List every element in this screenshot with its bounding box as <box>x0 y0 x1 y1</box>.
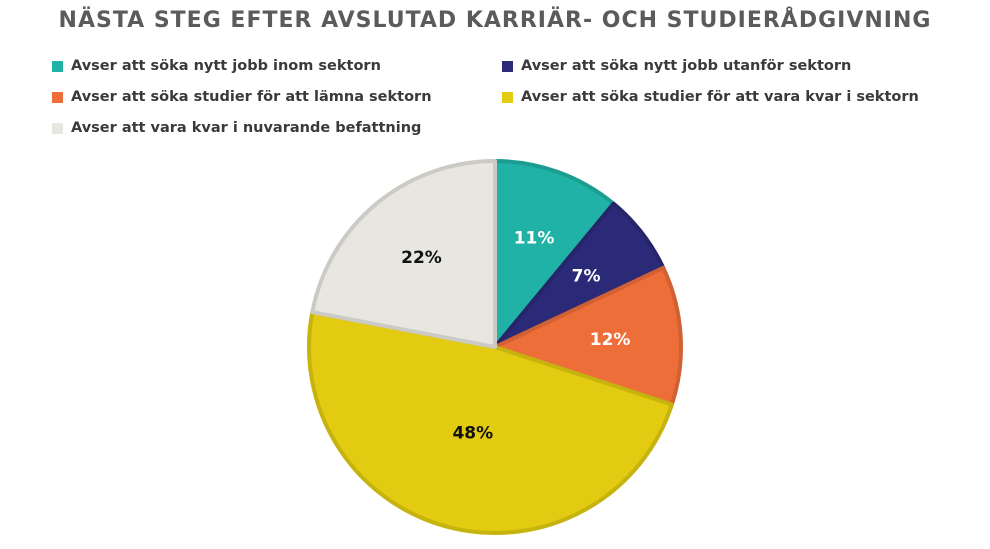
pie-slice <box>493 265 683 407</box>
legend-swatch <box>502 60 513 72</box>
legend-label: Avser att söka nytt jobb inom sektorn <box>71 58 381 74</box>
legend-label: Avser att söka studier för att lämna sek… <box>71 89 432 105</box>
slice-data-label: 11% <box>514 228 555 248</box>
legend-item-jobb-inom: Avser att söka nytt jobb inom sektorn <box>52 58 381 74</box>
legend-swatch <box>52 122 63 134</box>
legend-swatch <box>502 91 513 103</box>
legend-label: Avser att vara kvar i nuvarande befattni… <box>71 120 422 136</box>
pie-slice <box>307 310 674 535</box>
legend-label: Avser att söka studier för att vara kvar… <box>521 89 919 105</box>
pie-slice <box>310 159 497 349</box>
legend-swatch <box>52 60 63 72</box>
legend-item-studier-lamna: Avser att söka studier för att lämna sek… <box>52 89 432 105</box>
legend: Avser att söka nytt jobb inom sektorn Av… <box>0 0 990 150</box>
legend-item-kvar-befattning: Avser att vara kvar i nuvarande befattni… <box>52 120 421 136</box>
legend-item-jobb-utanfor: Avser att söka nytt jobb utanför sektorn <box>502 58 851 74</box>
legend-item-studier-kvar: Avser att söka studier för att vara kvar… <box>502 89 919 105</box>
slice-data-label: 7% <box>572 266 601 286</box>
chart-title: NÄSTA STEG EFTER AVSLUTAD KARRIÄR- OCH S… <box>58 8 932 33</box>
slice-data-label: 48% <box>452 423 493 443</box>
slice-data-label: 22% <box>401 248 442 268</box>
pie-slice <box>493 159 616 349</box>
legend-swatch <box>52 91 63 103</box>
legend-label: Avser att söka nytt jobb utanför sektorn <box>521 58 852 74</box>
slice-data-label: 12% <box>590 330 631 350</box>
